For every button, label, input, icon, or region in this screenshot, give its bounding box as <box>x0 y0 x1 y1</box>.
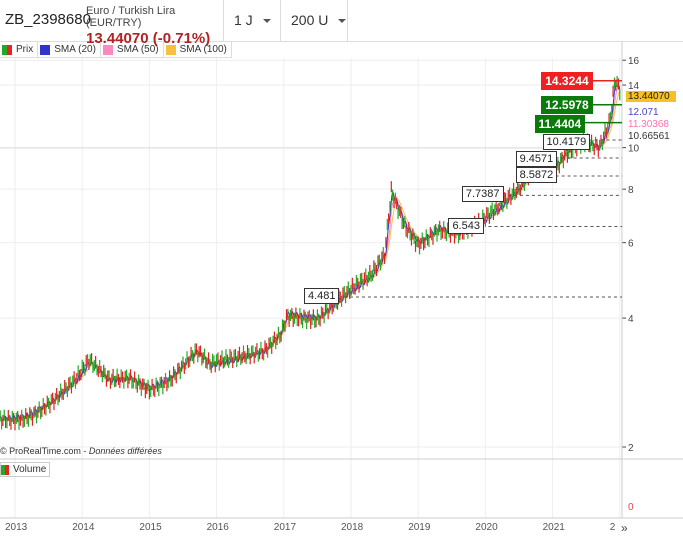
legend-label: SMA (20) <box>54 44 96 55</box>
y-tick-label: 8 <box>628 185 634 196</box>
legend-sma20[interactable]: SMA (20) <box>38 42 101 57</box>
chevron-down-icon <box>338 19 347 24</box>
axis-value-label: 11.30368 <box>626 118 671 130</box>
x-tick-label: 2013 <box>5 522 28 533</box>
chevron-down-icon <box>262 19 271 24</box>
x-tick-label: 2014 <box>72 522 95 533</box>
y-tick-label: 16 <box>628 56 640 67</box>
y-tick-label: 2 <box>628 443 634 454</box>
header-bar: ZB_2398680 Euro / Turkish Lira (EUR/TRY)… <box>0 0 683 47</box>
credit-text: © ProRealTime.com - Données différées <box>0 446 162 456</box>
price-level-label[interactable]: 8.5872 <box>515 166 558 183</box>
y-tick-label: 6 <box>628 239 634 250</box>
legend-label: Prix <box>16 44 34 55</box>
legend-label: SMA (100) <box>179 44 227 55</box>
volume-legend[interactable]: Volume <box>0 462 51 477</box>
x-tick-label: 2017 <box>273 522 297 533</box>
legend-prix[interactable]: Prix <box>0 42 39 57</box>
y-tick-label: 10 <box>628 144 640 155</box>
axis-value-label: 12.071 <box>626 106 661 118</box>
indicator-legend: Prix SMA (20) SMA (50) SMA (100) <box>0 42 232 58</box>
x-tick-label: 2016 <box>206 522 229 533</box>
symbol-code: ZB_2398680 <box>5 11 91 28</box>
volume-zero-label: 0 <box>628 502 634 513</box>
x-tick-label: 2019 <box>408 522 431 533</box>
interval-value: 1 J <box>234 12 253 28</box>
y-tick-label: 14 <box>628 81 640 92</box>
volume-label: Volume <box>13 464 47 475</box>
interval-dropdown[interactable]: 1 J <box>224 0 281 41</box>
volume-swatch-icon <box>1 464 9 475</box>
swatch-icon <box>165 44 176 55</box>
price-level-label[interactable]: 7.7387 <box>461 186 504 203</box>
price-level-label[interactable]: 9.4571 <box>515 150 558 167</box>
x-tick-label: 2 <box>609 522 616 533</box>
x-tick-label: 2020 <box>475 522 498 533</box>
price-level-label[interactable]: 10.4179 <box>542 133 591 150</box>
price-level-label[interactable]: 11.4404 <box>534 114 586 133</box>
legend-label: SMA (50) <box>116 44 159 55</box>
axis-value-label: 13.44070 <box>626 91 676 103</box>
price-level-label[interactable]: 14.3244 <box>541 71 593 90</box>
legend-sma100[interactable]: SMA (100) <box>164 42 232 57</box>
units-value: 200 U <box>291 12 329 28</box>
price-level-label[interactable]: 6.543 <box>448 217 484 234</box>
legend-sma50[interactable]: SMA (50) <box>101 42 164 57</box>
scroll-right-button[interactable]: » <box>621 521 628 535</box>
price-level-label[interactable]: 4.481 <box>303 287 340 304</box>
swatch-icon <box>102 44 113 55</box>
x-tick-label: 2015 <box>139 522 162 533</box>
y-tick-label: 4 <box>628 314 634 325</box>
instrument-info: Euro / Turkish Lira (EUR/TRY) 13.44070 (… <box>82 0 224 47</box>
x-tick-label: 2018 <box>341 522 364 533</box>
current-price: 13.44070 (-0.71%) <box>86 30 211 47</box>
price-swatch-icon <box>2 44 12 55</box>
instrument-name: Euro / Turkish Lira (EUR/TRY) <box>86 5 176 29</box>
price-level-label[interactable]: 12.5978 <box>541 95 593 114</box>
axis-value-label: 10.66561 <box>626 130 672 142</box>
x-tick-label: 2021 <box>542 522 565 533</box>
units-dropdown[interactable]: 200 U <box>281 0 348 41</box>
swatch-icon <box>40 44 51 55</box>
